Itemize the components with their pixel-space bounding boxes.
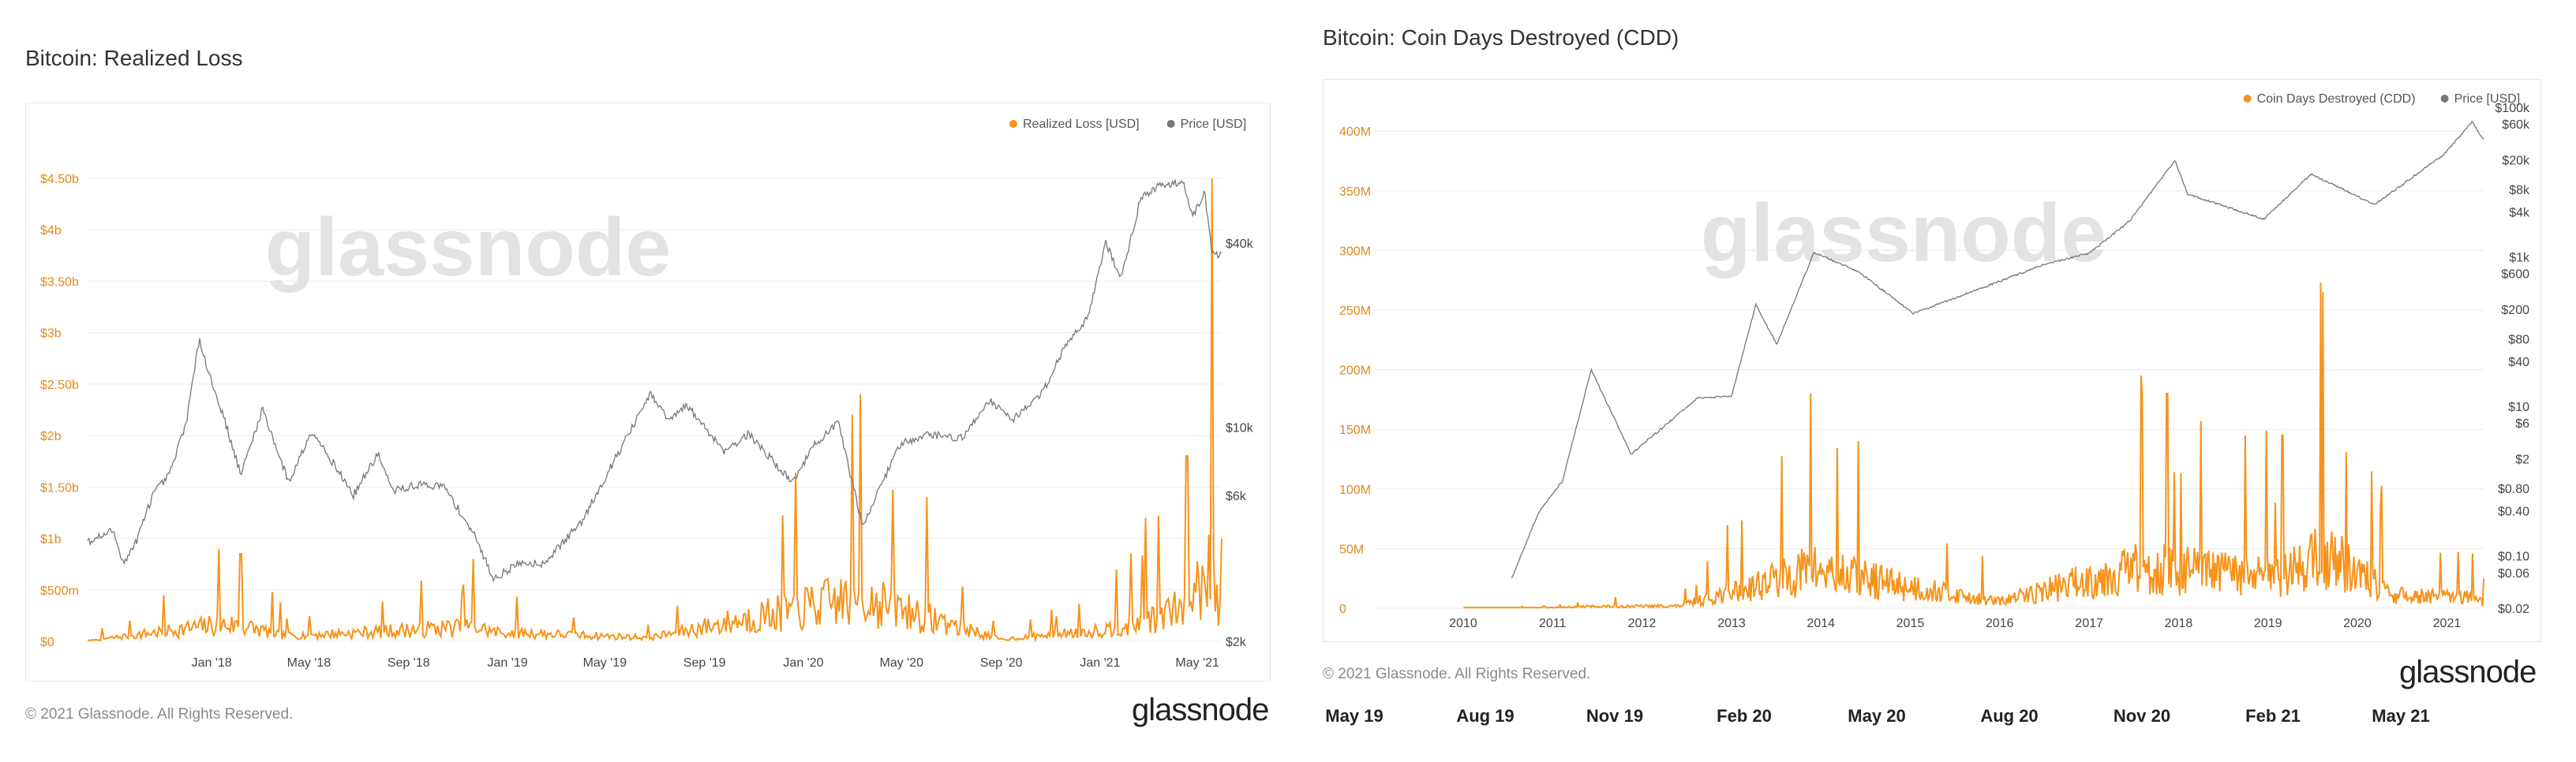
y-right-tick-label: $0.40 (2498, 506, 2529, 519)
series-line-cdd (1463, 282, 2484, 610)
y-left-tick-label: $1b (40, 533, 62, 547)
timeline-label: Nov 20 (2113, 706, 2171, 726)
y-right-tick-label: $4k (2509, 207, 2530, 220)
chart-title-cdd: Bitcoin: Coin Days Destroyed (CDD) (1323, 25, 1679, 50)
y-left-tick-label: $3b (40, 327, 62, 341)
x-tick-label: 2015 (1896, 617, 1925, 630)
x-tick-label: Jan '19 (488, 656, 528, 670)
x-tick-label: 2011 (1539, 617, 1567, 630)
y-left-tick-label: $2.50b (40, 379, 79, 392)
legend-label: Price [USD] (2454, 92, 2521, 106)
chart-cdd-svg: 0 50M 100M 150M 200M 250M 300M 350M 400M $0.02 $0.… (1339, 92, 2530, 630)
y-right-tick-label: $10 (2508, 401, 2529, 414)
y-left-tick-label: 150M (1339, 424, 1371, 437)
x-tick-label: 2013 (1717, 617, 1746, 630)
chart-title-realized-loss: Bitcoin: Realized Loss (25, 46, 243, 70)
legend-marker (1009, 120, 1017, 128)
y-right-tick-label: $100k (2495, 102, 2530, 115)
timeline-label: Aug 19 (1456, 706, 1515, 726)
y-left-tick-label: $0 (40, 636, 54, 649)
y-right-tick-label: $0.06 (2498, 567, 2529, 581)
y-left-tick-label: 300M (1339, 245, 1371, 258)
y-left-tick-label: 250M (1339, 304, 1371, 318)
series-line-realized-loss (88, 177, 1222, 643)
y-right-tick-label: $2k (1226, 636, 1247, 649)
y-right-tick-label: $20k (2502, 154, 2530, 167)
y-right-tick-label: $6k (1226, 490, 1247, 503)
x-tick-label: 2018 (2165, 617, 2193, 630)
chart-realized-loss-svg: $0 $500m $1b $1.50b $2b $2.50b $3b $3.50b $4b $4.… (40, 118, 1254, 670)
legend-label: Coin Days Destroyed (CDD) (2257, 92, 2416, 106)
chart-realized-loss: $0 $500m $1b $1.50b $2b $2.50b $3b $3.50b $4b $4.… (25, 103, 1271, 682)
copyright-text-right: © 2021 Glassnode. All Rights Reserved. (1323, 666, 1591, 682)
y-right-tick-label: $10k (1226, 422, 1254, 435)
y-left-tick-label: 0 (1339, 603, 1346, 616)
y-right-tick-label: $200 (2501, 304, 2529, 317)
x-tick-label: 2014 (1807, 617, 1835, 630)
legend-marker (1166, 120, 1175, 128)
x-tick-label: Sep '20 (980, 656, 1023, 670)
timeline-label: Aug 20 (1980, 706, 2039, 726)
y-left-tick-label: 200M (1339, 364, 1371, 378)
x-tick-label: 2020 (2343, 617, 2372, 630)
x-tick-label: Sep '18 (388, 656, 430, 670)
x-tick-label: May '18 (287, 656, 331, 670)
y-left-tick-label: 100M (1339, 484, 1371, 497)
timeline-label: Nov 19 (1586, 706, 1644, 726)
x-tick-label: Jan '18 (192, 656, 232, 670)
timeline-label: Feb 21 (2245, 706, 2301, 726)
y-left-tick-label: $4.50b (40, 173, 79, 186)
y-left-tick-label: $2b (40, 430, 62, 443)
legend-marker (2440, 95, 2449, 103)
y-right-tick-label: $0.80 (2498, 483, 2529, 496)
y-left-tick-label: 50M (1339, 543, 1364, 556)
legend-marker (2243, 95, 2252, 103)
x-tick-label: 2017 (2075, 617, 2103, 630)
watermark: glassnode (1701, 188, 2106, 279)
y-right-tick-label: $60k (2502, 118, 2530, 132)
legend-label: Realized Loss [USD] (1023, 118, 1140, 131)
x-tick-label: 2012 (1628, 617, 1657, 630)
x-tick-label: May '21 (1175, 656, 1219, 670)
x-tick-label: Jan '21 (1080, 656, 1120, 670)
y-left-tick-label: 350M (1339, 185, 1371, 199)
timeline-label: May 20 (1848, 706, 1906, 726)
x-tick-label: Jan '20 (783, 656, 823, 670)
y-right-tick-label: $40k (1226, 237, 1254, 251)
y-right-tick-label: $8k (2509, 184, 2530, 197)
copyright-text: © 2021 Glassnode. All Rights Reserved. (25, 706, 294, 723)
y-right-tick-label: $0.02 (2498, 603, 2529, 616)
watermark: glassnode (265, 202, 671, 293)
x-tick-label: 2016 (1986, 617, 2014, 630)
series-line-price (87, 179, 1222, 583)
x-tick-label: 2021 (2433, 617, 2462, 630)
y-right-tick-label: $0.10 (2498, 551, 2529, 564)
glassnode-logo-right: glassnode (2399, 655, 2537, 689)
y-right-tick-label: $6 (2515, 417, 2529, 431)
x-tick-label: 2019 (2254, 617, 2282, 630)
timeline-label: May 21 (2372, 706, 2430, 726)
y-right-tick-label: $40 (2508, 356, 2529, 369)
y-right-tick-label: $1k (2509, 252, 2530, 265)
x-tick-label: May '20 (880, 656, 924, 670)
y-right-tick-label: $2 (2515, 453, 2529, 466)
x-tick-label: 2010 (1449, 617, 1477, 630)
glassnode-logo: glassnode (1132, 693, 1269, 727)
y-right-tick-label: $80 (2508, 334, 2529, 347)
x-tick-label: Sep '19 (683, 656, 726, 670)
y-left-tick-label: $3.50b (40, 275, 79, 289)
y-right-tick-label: $600 (2501, 268, 2529, 282)
y-left-tick-label: $4b (40, 224, 62, 237)
y-left-tick-label: $500m (40, 585, 79, 598)
x-tick-label: May '19 (583, 656, 627, 670)
chart-cdd: 0 50M 100M 150M 200M 250M 300M 350M 400M $0.02 $0.… (1323, 79, 2541, 642)
timeline-label: Feb 20 (1717, 706, 1772, 726)
y-left-tick-label: 400M (1339, 125, 1371, 139)
y-left-tick-label: $1.50b (40, 481, 79, 495)
timeline-label: May 19 (1325, 706, 1383, 726)
bottom-timeline: May 19 Aug 19 Nov 19 Feb 20 May 20 Aug 20 Nov … (1325, 706, 2557, 738)
legend-label: Price [USD] (1181, 118, 1247, 131)
series-line-price (1511, 121, 2484, 579)
